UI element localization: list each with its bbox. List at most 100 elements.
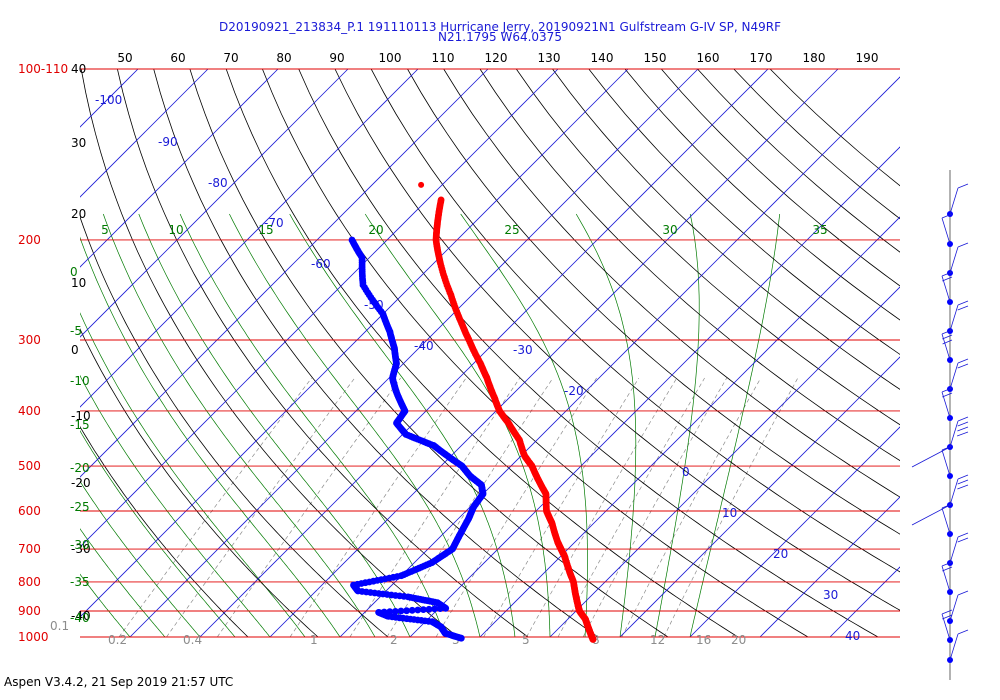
moist-adiabat-label: 5: [101, 223, 109, 237]
wind-barb-flag: [942, 339, 953, 345]
dry-adiabat-line: [189, 69, 669, 638]
moist-adiabat-line: [289, 213, 516, 638]
dry-adiabat-line: [80, 328, 319, 638]
isotherm-label: -30: [513, 343, 533, 357]
moist-adiabat-line: [689, 213, 781, 638]
pressure-tick-label: 600: [18, 504, 41, 518]
top-scale-label: 120: [485, 51, 508, 65]
wind-barb-flag: [942, 334, 953, 340]
isotherm-label: 10: [722, 506, 737, 520]
moist-adiabat-left-label: -35: [70, 575, 90, 589]
wind-barb-flag: [942, 276, 953, 282]
mixing-ratio-label: 12: [650, 633, 665, 647]
wind-barb-flag: [957, 590, 969, 596]
dry-adiabat-line: [769, 69, 900, 187]
isotherm-line: [339, 76, 900, 638]
wind-barb-flag: [942, 566, 953, 572]
wind-barb-flag: [957, 305, 969, 311]
top-scale-label: 100: [379, 51, 402, 65]
top-scale-label: 170: [750, 51, 773, 65]
moist-adiabat-line: [654, 213, 700, 638]
mixing-ratio-line: [118, 377, 312, 638]
wind-barb-flag: [956, 431, 969, 437]
dewpoint-point: [408, 606, 416, 614]
moist-adiabat-left-label: 0: [70, 265, 78, 279]
wind-barb-flag: [957, 629, 969, 635]
wind-barb-flag: [957, 183, 969, 189]
dry-adiabat-line: [660, 69, 900, 287]
isotherm-line: [479, 216, 900, 638]
mixing-ratio-line: [386, 377, 554, 638]
left-scale-label: 20: [71, 207, 86, 221]
wind-barb-flag: [942, 392, 953, 398]
wind-barb-staff: [941, 217, 951, 245]
moist-adiabat-left-label: -40: [70, 611, 90, 625]
left-scale-label: 10: [71, 276, 86, 290]
moist-adiabat-label: 35: [812, 223, 827, 237]
isotherm-label: -60: [311, 257, 331, 271]
isotherm-label: -80: [208, 176, 228, 190]
top-scale-label: 50: [117, 51, 132, 65]
mixing-ratio-line: [289, 377, 467, 638]
isotherm-line: [269, 69, 839, 638]
dewpoint-point: [420, 606, 427, 613]
wind-barb-flag: [957, 479, 969, 485]
footer-text: Aspen V3.4.2, 21 Sep 2019 21:57 UTC: [4, 675, 234, 689]
isotherm-label: 40: [845, 629, 860, 643]
moist-adiabat-line: [364, 213, 551, 637]
moist-adiabat-label: 30: [662, 223, 677, 237]
wind-barb-long: [911, 504, 951, 526]
dewpoint-point: [425, 605, 433, 613]
dry-adiabat-line: [697, 69, 900, 253]
temperature-point: [589, 636, 597, 643]
isotherms: [80, 69, 900, 638]
isotherm-line: [549, 286, 900, 638]
top-scale-label: 190: [856, 51, 879, 65]
isotherm-label: 0: [682, 465, 690, 479]
wind-barb-staff: [949, 362, 959, 390]
wind-barb-staff: [949, 536, 959, 564]
dry-adiabat-line: [370, 69, 900, 573]
dry-adiabat-line: [80, 215, 389, 638]
left-scale-label: 30: [71, 136, 86, 150]
top-scale-label: 150: [644, 51, 667, 65]
wind-barb-staff: [949, 633, 959, 661]
mixing-ratio-label: 0.4: [183, 633, 202, 647]
moist-adiabat-line: [575, 213, 637, 638]
wind-barbs: [911, 170, 969, 680]
moist-adiabat-left-label: -5: [70, 324, 82, 338]
dewpoint-point: [442, 604, 450, 612]
dry-adiabat-line: [262, 69, 809, 638]
isotherm-label: 30: [823, 588, 838, 602]
left-scale-label: 40: [71, 62, 86, 76]
isotherm-line: [759, 496, 900, 638]
top-scale-label: 130: [538, 51, 561, 65]
isotherm-label: -20: [564, 384, 584, 398]
moist-adiabat-line: [80, 374, 271, 638]
wind-barb-staff: [941, 507, 951, 535]
pressure-tick-label: 900: [18, 604, 41, 618]
isotherm-line: [80, 69, 419, 408]
wind-barb-flag: [957, 426, 969, 432]
dry-adiabat-line: [479, 69, 900, 462]
moist-adiabat-line: [80, 236, 341, 638]
dry-adiabat-line: [334, 69, 900, 611]
pressure-tick-label: 500: [18, 459, 41, 473]
wind-barb-flag: [941, 271, 953, 277]
moist-adiabat-label: 25: [504, 223, 519, 237]
wind-barb-long: [911, 446, 951, 468]
isotherm-line: [80, 69, 349, 338]
moist-adiabat-left-label: -10: [70, 374, 90, 388]
isotherm-line: [619, 356, 900, 638]
wind-barb-flag: [957, 300, 969, 306]
pressure-tick-label: 300: [18, 333, 41, 347]
temperature-profile: [418, 181, 597, 643]
wind-barb-staff: [949, 420, 959, 448]
dry-adiabat-line: [298, 69, 879, 638]
dewpoint-point: [431, 605, 438, 613]
mixing-ratio-label: 0.2: [108, 633, 127, 647]
wind-barb-flag: [941, 329, 953, 335]
mixing-ratio-label: 16: [696, 633, 711, 647]
pressure-tick-label: 400: [18, 404, 41, 418]
wind-barb-flag: [941, 561, 953, 567]
